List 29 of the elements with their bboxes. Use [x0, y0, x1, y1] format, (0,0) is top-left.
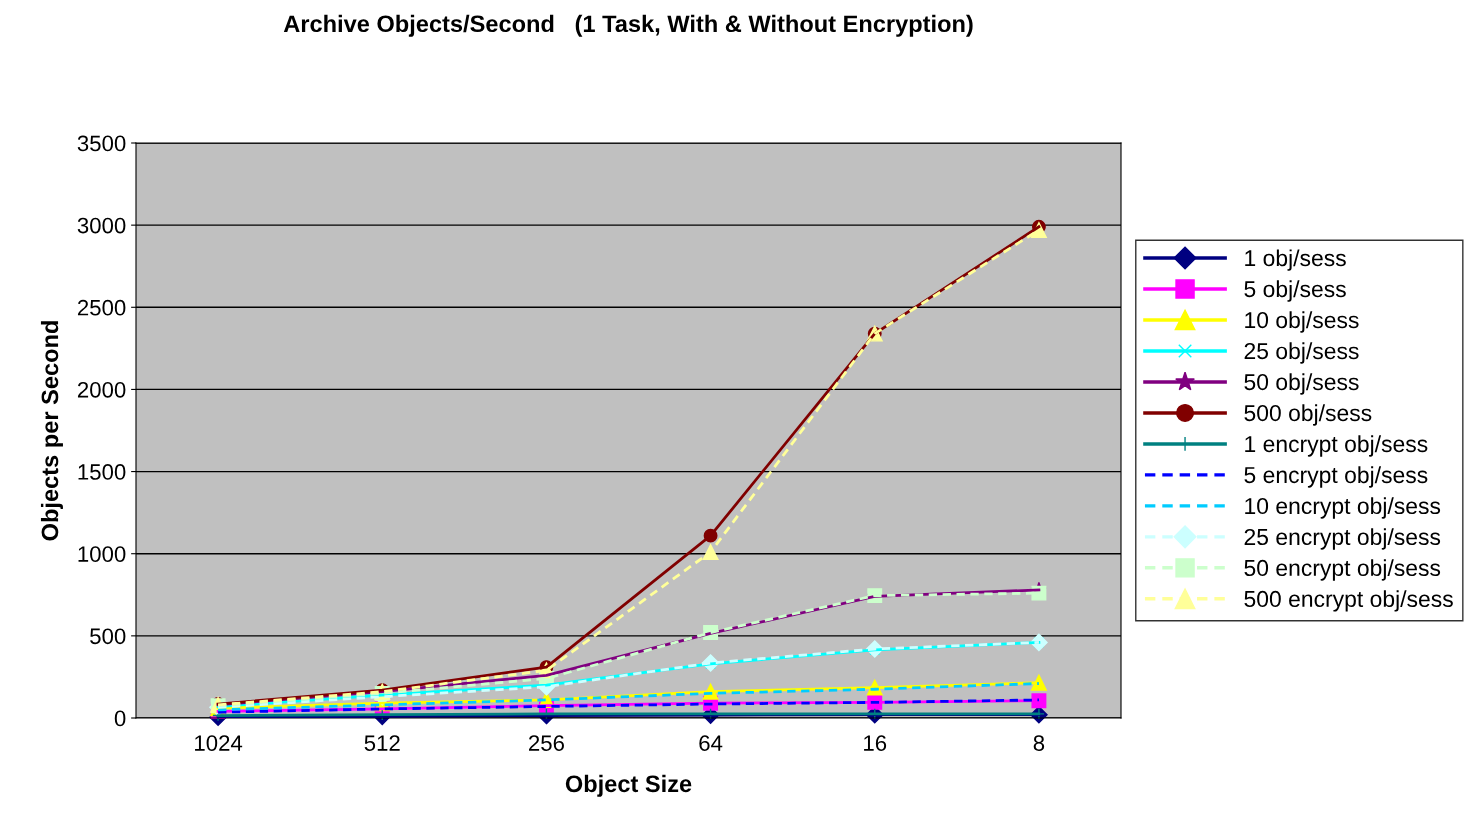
- y-tick-label: 3000: [77, 217, 126, 234]
- y-tick-label: 2500: [77, 299, 126, 316]
- legend-label: 500 obj/sess: [1244, 404, 1372, 426]
- legend-label: 5 encrypt obj/sess: [1244, 466, 1428, 488]
- x-tick-label: 512: [364, 735, 400, 751]
- y-tick-label: 2000: [77, 381, 126, 398]
- y-tick-label: 0: [114, 710, 126, 727]
- legend-label: 1 encrypt obj/sess: [1245, 435, 1428, 457]
- x-tick-label: 64: [699, 735, 723, 751]
- legend-label: 50 obj/sess: [1244, 373, 1359, 395]
- x-tick-label: 16: [864, 735, 887, 751]
- x-tick-label: 256: [529, 735, 564, 751]
- legend-label: 50 encrypt obj/sess: [1244, 559, 1441, 581]
- y-tick-label: 1000: [78, 546, 126, 562]
- legend-label: 5 obj/sess: [1244, 280, 1346, 302]
- legend-label: 10 encrypt obj/sess: [1245, 497, 1441, 519]
- legend-label: 25 obj/sess: [1244, 342, 1359, 364]
- legend-label: 500 encrypt obj/sess: [1244, 590, 1453, 612]
- legend-label: 25 encrypt obj/sess: [1244, 528, 1441, 550]
- legend-label: 1 obj/sess: [1245, 249, 1346, 271]
- legend-label: 10 obj/sess: [1245, 311, 1359, 333]
- x-tick-label: 8: [1033, 735, 1045, 751]
- y-tick-label: 500: [90, 628, 126, 645]
- y-axis-title: Objects per Second: [40, 321, 63, 541]
- x-tick-label: 1024: [195, 735, 243, 751]
- chart-title: Archive Objects/Second (1 Task, With & Without Encryption): [283, 14, 973, 37]
- y-tick-label: 1500: [78, 464, 126, 480]
- y-tick-label: 3500: [77, 135, 126, 152]
- x-axis-title: Object Size: [565, 774, 692, 797]
